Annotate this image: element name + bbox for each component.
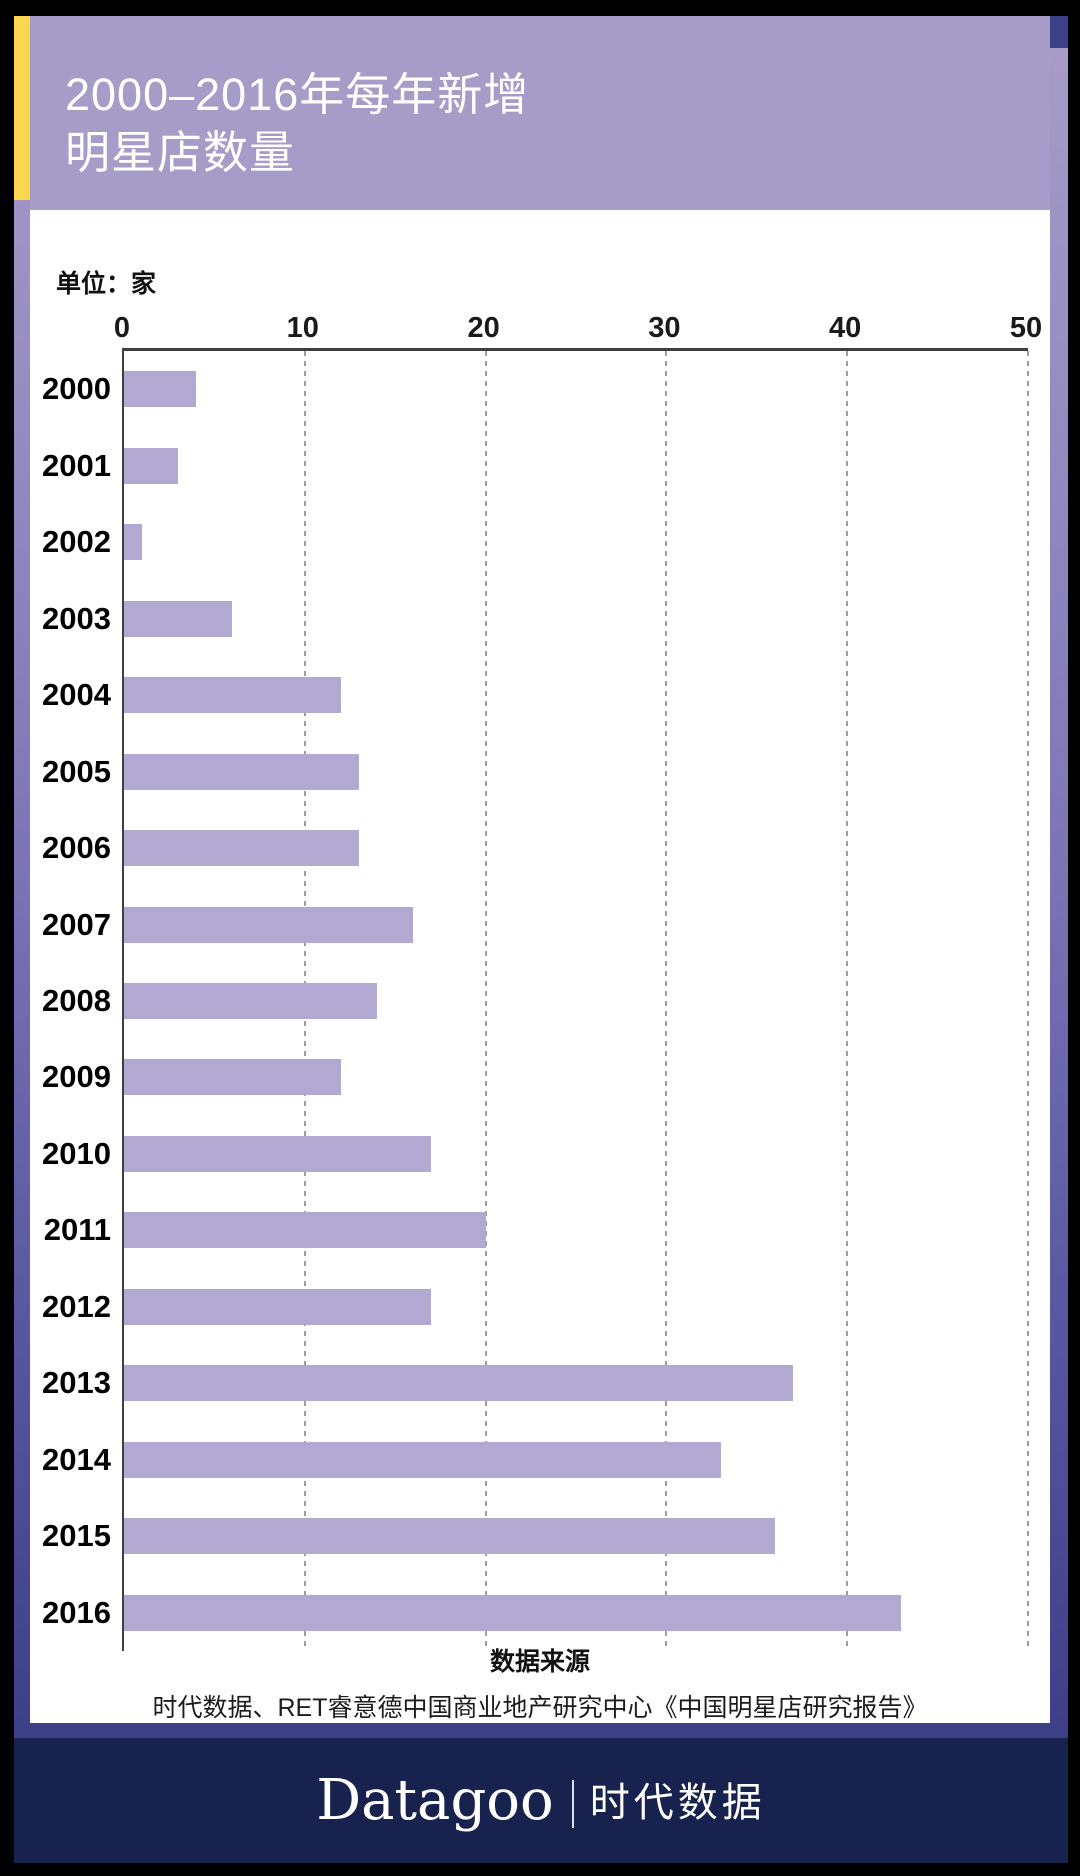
x-axis-tick-label: 10 [286, 312, 319, 344]
x-axis-tick-label: 50 [1009, 312, 1043, 344]
gridline [846, 351, 849, 1651]
year-label: 2010 [42, 1135, 111, 1171]
bar-row: 2004 [42, 657, 1028, 733]
bar [124, 1135, 432, 1172]
bar [124, 524, 143, 561]
bar-row: 2006 [42, 810, 1028, 886]
year-label: 2009 [42, 1059, 111, 1095]
bar [124, 1365, 793, 1402]
year-label: 2015 [42, 1518, 111, 1554]
bar-row: 2002 [42, 504, 1028, 580]
bar-row: 2014 [42, 1422, 1028, 1498]
year-label: 2001 [42, 447, 111, 483]
header: 2000–2016年每年新增 明星店数量 [30, 16, 1050, 210]
bar [124, 677, 341, 714]
bar-row: 2016 [42, 1575, 1028, 1651]
right-accent-stripe [1050, 16, 1068, 1723]
year-label: 2004 [42, 677, 111, 713]
bar [124, 830, 360, 867]
bar [124, 1441, 721, 1478]
bar [124, 447, 179, 484]
bar-row: 2003 [42, 580, 1028, 656]
x-axis-tick-label: 0 [113, 312, 131, 344]
source-block: 数据来源 时代数据、RET睿意德中国商业地产研究中心《中国明星店研究报告》 [30, 1642, 1050, 1724]
bar-row: 2000 [42, 351, 1028, 427]
chart-title-line2: 明星店数量 [65, 127, 296, 178]
year-label: 2000 [42, 371, 111, 407]
unit-label: 单位：家 [56, 270, 157, 298]
bar [124, 753, 360, 790]
bar [124, 1212, 486, 1249]
year-label: 2005 [42, 753, 111, 789]
bar [124, 1288, 432, 1325]
year-label: 2008 [42, 982, 111, 1018]
year-label: 2014 [42, 1441, 111, 1477]
bar-row: 2015 [42, 1498, 1028, 1574]
logo-cjk: 时代数据 [589, 1780, 766, 1825]
logo-divider-line [571, 1779, 574, 1828]
year-label: 2013 [42, 1365, 111, 1401]
year-label: 2011 [43, 1212, 111, 1248]
bar [124, 371, 197, 408]
logo-datagoo: Datagoo [316, 1767, 554, 1833]
bar-row: 2009 [42, 1039, 1028, 1115]
gridline [1027, 351, 1029, 1651]
bar [124, 600, 233, 637]
year-label: 2002 [42, 524, 111, 560]
year-label: 2016 [42, 1594, 111, 1630]
bar-row: 2012 [42, 1269, 1028, 1345]
x-axis-tick-label: 20 [467, 312, 500, 344]
bar [124, 906, 414, 943]
indigo-accent-block [1050, 16, 1068, 48]
year-label: 2006 [42, 830, 111, 866]
chart-title-line1: 2000–2016年每年新增 [65, 69, 530, 120]
plot-area: 2000 2001 2002 2003 2004 2005 2006 2007 2008 2009… [42, 348, 1029, 1651]
year-label: 2012 [42, 1288, 111, 1324]
bar-row: 2007 [42, 886, 1028, 962]
x-axis-tick-label: 30 [648, 312, 681, 344]
footer-accent-band [14, 1723, 1068, 1738]
bar-row: 2001 [42, 427, 1028, 503]
x-axis-tick-label: 40 [829, 312, 862, 344]
yellow-accent-block [14, 16, 30, 200]
bar-row: 2010 [42, 1116, 1028, 1192]
bar [124, 1594, 902, 1631]
gridline [665, 351, 668, 1651]
year-label: 2003 [42, 600, 111, 636]
bar-row: 2005 [42, 733, 1028, 809]
footer: Datagoo 时代数据 [14, 1738, 1068, 1863]
bar [124, 982, 378, 1019]
bar [124, 1059, 341, 1096]
bar-row: 2011 [44, 1192, 1028, 1268]
source-heading: 数据来源 [489, 1648, 590, 1676]
x-axis-tick-labels: 0 10 20 30 40 50 [114, 308, 1042, 348]
year-label: 2007 [42, 906, 111, 942]
bar-row: 2008 [42, 963, 1028, 1039]
chart-panel: 单位：家 0 10 20 30 40 50 2000 2001 2002 2003 2004 200… [30, 210, 1050, 1723]
bar-row: 2013 [42, 1345, 1028, 1421]
source-text: 时代数据、RET睿意德中国商业地产研究中心《中国明星店研究报告》 [152, 1694, 928, 1722]
gridline [484, 351, 487, 1651]
bar [124, 1518, 775, 1555]
left-accent-stripe [14, 16, 30, 1723]
